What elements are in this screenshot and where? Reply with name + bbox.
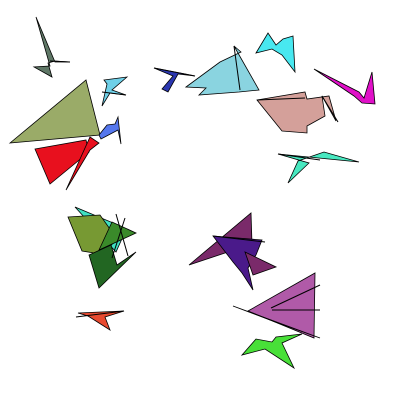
light-blue-polygon [184,45,260,96]
line-5 [256,97,306,101]
cluster-bottom-left [67,206,137,331]
dark-green-shape [88,244,137,289]
line-13 [270,284,321,309]
orchid-sliver [232,305,321,339]
plum-small [244,251,278,276]
line-3 [153,67,196,77]
line-6 [321,95,339,123]
stroke-lines [49,45,339,318]
magenta-shape [313,68,376,105]
lime-shape [240,333,303,370]
line-7 [277,153,321,161]
line-4 [233,45,241,91]
indigo-shape [212,235,263,291]
line-2 [101,91,127,96]
line-10 [75,310,125,318]
red-sliver [65,136,100,191]
olive-triangle [8,79,101,144]
cyan-shape [255,32,296,74]
line-9 [111,217,126,259]
line-8 [115,213,129,257]
cluster-top-right [256,68,376,184]
cluster-bottom-right [188,212,321,370]
orchid-triangle [247,272,316,339]
seafoam-shape [277,151,360,184]
line-1 [49,60,71,63]
line-11 [212,235,266,243]
blue-shape [98,115,122,145]
